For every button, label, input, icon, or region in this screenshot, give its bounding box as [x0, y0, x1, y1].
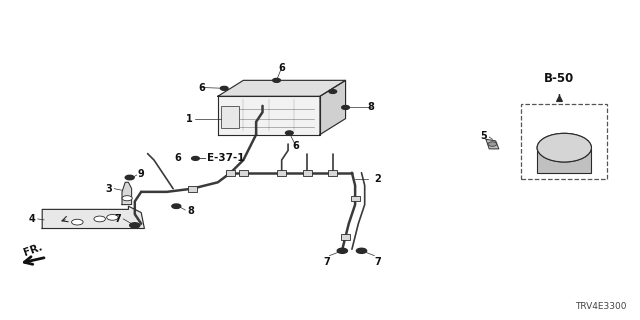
Ellipse shape	[556, 143, 572, 152]
Circle shape	[191, 156, 199, 160]
Circle shape	[172, 204, 180, 208]
Circle shape	[72, 219, 83, 225]
Circle shape	[94, 216, 106, 222]
Text: FR.: FR.	[22, 242, 44, 258]
Text: 2: 2	[374, 174, 381, 184]
Circle shape	[221, 87, 227, 90]
Bar	[277, 170, 286, 176]
Text: 7: 7	[374, 257, 381, 267]
Text: 3: 3	[106, 184, 113, 194]
Circle shape	[273, 79, 280, 82]
Bar	[328, 170, 337, 176]
Polygon shape	[320, 80, 346, 134]
Polygon shape	[218, 80, 346, 96]
Ellipse shape	[537, 133, 591, 162]
Bar	[303, 170, 312, 176]
Text: 9: 9	[138, 169, 145, 179]
Text: 7: 7	[323, 257, 330, 267]
Bar	[351, 196, 360, 201]
Circle shape	[285, 131, 293, 135]
Bar	[226, 170, 235, 176]
Text: 6: 6	[278, 63, 285, 73]
Ellipse shape	[537, 133, 591, 162]
Circle shape	[286, 131, 292, 134]
Text: B-50: B-50	[545, 72, 575, 85]
Bar	[537, 148, 591, 173]
Text: E-37-1: E-37-1	[207, 153, 244, 164]
Circle shape	[337, 248, 348, 253]
Text: 8: 8	[188, 206, 195, 216]
Polygon shape	[122, 182, 132, 204]
Circle shape	[122, 196, 132, 201]
Text: 7: 7	[114, 214, 121, 224]
Polygon shape	[218, 96, 320, 134]
Circle shape	[488, 142, 497, 146]
Circle shape	[356, 248, 367, 253]
Text: TRV4E3300: TRV4E3300	[575, 302, 627, 311]
Text: 6: 6	[175, 153, 181, 164]
Circle shape	[329, 90, 337, 93]
Text: 6: 6	[292, 141, 299, 151]
Circle shape	[130, 223, 140, 228]
Circle shape	[342, 106, 349, 109]
Ellipse shape	[548, 139, 580, 156]
Circle shape	[125, 175, 134, 180]
Text: 6: 6	[198, 83, 205, 92]
Bar	[341, 234, 350, 240]
Text: 5: 5	[481, 131, 487, 141]
Circle shape	[107, 214, 118, 220]
Circle shape	[273, 78, 280, 82]
Bar	[221, 106, 239, 128]
Bar	[188, 186, 196, 192]
Polygon shape	[42, 206, 145, 228]
Circle shape	[342, 106, 349, 109]
Text: 4: 4	[29, 214, 36, 224]
Polygon shape	[486, 139, 499, 149]
Bar	[521, 104, 607, 179]
Text: 8: 8	[367, 102, 374, 112]
Circle shape	[220, 86, 228, 90]
Bar	[239, 170, 248, 176]
Text: 1: 1	[186, 114, 192, 124]
